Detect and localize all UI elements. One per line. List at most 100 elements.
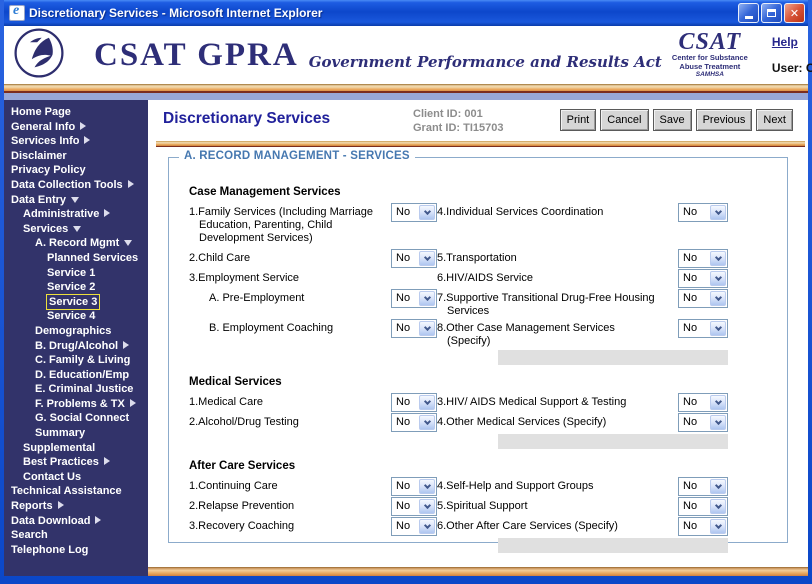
yes-no-select[interactable]: No [678,319,728,338]
sidebar-item-data-download[interactable]: Data Download [4,514,148,529]
logged-in-user: User: Christopher Shumway [771,61,812,75]
sidebar-item-demographics[interactable]: Demographics [35,324,112,337]
service-label: 1.Medical Care [189,396,263,408]
sub-service-label: B. Employment Coaching [209,322,334,334]
csat-samhsa-logo: CSAT Center for Substance Abuse Treatmen… [671,29,748,78]
sidebar-item-telephone-log[interactable]: Telephone Log [11,543,89,556]
client-area: CSAT GPRA Government Performance and Res… [4,26,812,576]
sidebar-item-reports[interactable]: Reports [4,499,148,514]
close-button[interactable] [784,3,805,23]
yes-no-select[interactable]: No [678,497,728,516]
dropdown-arrow-icon [419,519,435,534]
sidebar-item-services-info[interactable]: Services Info [4,134,148,149]
sidebar-item-home-page[interactable]: Home Page [11,106,71,118]
submenu-expanded-arrow-icon [71,196,80,203]
title-bar[interactable]: Discretionary Services - Microsoft Inter… [4,0,808,26]
dropdown-arrow-icon [419,251,435,266]
next-button[interactable]: Next [756,109,793,131]
yes-no-select[interactable]: No [391,203,437,222]
sidebar-item-d-education-emp[interactable]: D. Education/Emp [35,368,130,381]
yes-no-select[interactable]: No [391,249,437,268]
submenu-expanded-arrow-icon [124,240,133,247]
yes-no-select[interactable]: No [391,393,437,412]
dropdown-arrow-icon [419,321,435,336]
content-area: Discretionary Services Client ID: 001 Gr… [148,100,808,576]
submenu-arrow-icon [104,209,111,218]
submenu-arrow-icon [129,398,136,407]
record-management-fieldset: A. RECORD MANAGEMENT - SERVICES Case Man… [168,150,788,553]
sidebar-item-technical-assistance[interactable]: Technical Assistance [11,485,122,498]
help-link[interactable]: Help [771,35,798,49]
yes-no-select[interactable]: No [678,393,728,412]
sidebar-item-administrative[interactable]: Administrative [4,207,148,222]
sidebar-nav: Home Page General Info Services Info Dis… [4,100,148,576]
submenu-arrow-icon [57,501,64,510]
service-label: 1.Family Services (Including Marriage Ed… [189,206,374,244]
sidebar-item-search[interactable]: Search [11,529,48,542]
dropdown-arrow-icon [419,291,435,306]
specify-input[interactable] [498,538,728,553]
sidebar-item-disclaimer[interactable]: Disclaimer [11,149,67,162]
sidebar-item-e-criminal-justice[interactable]: E. Criminal Justice [35,383,134,396]
sidebar-item-service-4[interactable]: Service 4 [47,310,96,323]
specify-input[interactable] [498,350,728,365]
sidebar-item-data-entry[interactable]: Data Entry [4,193,148,208]
cancel-button[interactable]: Cancel [600,109,649,131]
sidebar-item-services[interactable]: Services [4,222,148,237]
submenu-expanded-arrow-icon [73,225,82,232]
yes-no-select[interactable]: No [391,477,437,496]
yes-no-select[interactable]: No [678,269,728,288]
yes-no-select[interactable]: No [391,517,437,536]
yes-no-select[interactable]: No [678,477,728,496]
sidebar-item-best-practices[interactable]: Best Practices [4,455,148,470]
service-label: 5.Transportation [437,252,517,264]
save-button[interactable]: Save [652,109,692,131]
sidebar-item-service-2[interactable]: Service 2 [47,281,96,294]
sidebar-item-supplemental[interactable]: Supplemental [23,441,96,454]
sidebar-item-planned-services[interactable]: Planned Services [47,251,139,264]
submenu-arrow-icon [103,457,110,466]
dropdown-arrow-icon [710,291,726,306]
content-divider [156,141,805,147]
sidebar-item-privacy-policy[interactable]: Privacy Policy [11,164,86,177]
sidebar-item-summary[interactable]: Summary [35,427,86,440]
yes-no-select[interactable]: No [678,413,728,432]
print-button[interactable]: Print [559,109,597,131]
section-heading: After Care Services [189,460,296,472]
dropdown-arrow-icon [710,271,726,286]
yes-no-select[interactable]: No [391,319,437,338]
brand-tagline: Government Performance and Results Act [308,53,662,71]
window-title: Discretionary Services - Microsoft Inter… [29,6,323,20]
sidebar-item-contact-us[interactable]: Contact Us [23,470,82,483]
sidebar-item-c-family-living[interactable]: C. Family & Living [35,354,131,367]
yes-no-select[interactable]: No [391,289,437,308]
yes-no-select[interactable]: No [678,203,728,222]
previous-button[interactable]: Previous [695,109,753,131]
yes-no-select[interactable]: No [678,517,728,536]
sidebar-item-general-info[interactable]: General Info [4,120,148,135]
yes-no-select[interactable]: No [678,249,728,268]
header-divider [4,84,808,93]
submenu-arrow-icon [84,136,91,145]
yes-no-select[interactable]: No [391,497,437,516]
service-label: 5.Spiritual Support [437,500,528,512]
sidebar-item-a-record-mgmt[interactable]: A. Record Mgmt [4,236,148,251]
page-title: Discretionary Services [163,110,331,127]
yes-no-select[interactable]: No [391,413,437,432]
specify-input[interactable] [498,434,728,449]
sidebar-item-service-3[interactable]: Service 3 [45,293,101,311]
submenu-arrow-icon [123,340,130,349]
maximize-button[interactable] [761,3,782,23]
sidebar-item-b-drug-alcohol[interactable]: B. Drug/Alcohol [4,339,148,354]
sidebar-item-data-collection-tools[interactable]: Data Collection Tools [4,178,148,193]
dropdown-arrow-icon [419,395,435,410]
sidebar-item-f-problems-tx[interactable]: F. Problems & TX [4,397,148,412]
app-header: CSAT GPRA Government Performance and Res… [4,26,812,84]
sidebar-item-g-social-connect[interactable]: G. Social Connect [35,412,130,425]
service-label: 2.Relapse Prevention [189,500,295,512]
service-label: 8.Other Case Management Services (Specif… [437,322,615,347]
sidebar-item-service-1[interactable]: Service 1 [47,266,96,279]
yes-no-select[interactable]: No [678,289,728,308]
record-ids: Client ID: 001 Grant ID: TI15703 [413,107,503,135]
minimize-button[interactable] [738,3,759,23]
